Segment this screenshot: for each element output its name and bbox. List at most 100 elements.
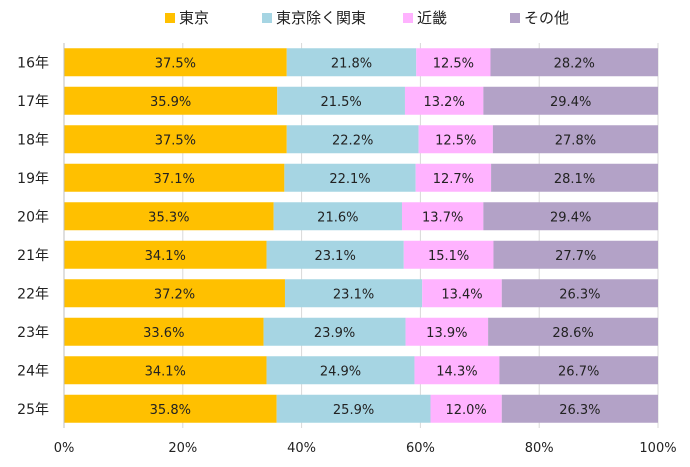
data-label: 21.8% bbox=[331, 56, 372, 71]
data-label: 27.7% bbox=[555, 249, 596, 264]
data-label: 21.6% bbox=[317, 210, 358, 225]
data-label: 34.1% bbox=[145, 364, 186, 379]
bar-segment bbox=[64, 394, 277, 423]
x-axis: 0% 20% 40% 60% 80% 100% bbox=[54, 441, 677, 456]
data-label: 23.1% bbox=[315, 249, 356, 264]
legend-swatch bbox=[165, 13, 175, 23]
bar-segment bbox=[403, 240, 494, 269]
legend: 東京 東京除く関東 近畿 その他 bbox=[165, 9, 569, 27]
y-tick-label: 25年 bbox=[17, 402, 49, 418]
bar-segment bbox=[266, 356, 415, 385]
bar-segment bbox=[276, 394, 431, 423]
bar-segment bbox=[273, 202, 402, 231]
data-label: 26.3% bbox=[559, 403, 600, 418]
legend-swatch bbox=[403, 13, 413, 23]
data-label: 37.2% bbox=[154, 287, 195, 302]
bar-segment bbox=[501, 394, 658, 423]
bar-segment bbox=[64, 125, 287, 154]
legend-swatch bbox=[262, 13, 272, 23]
data-label: 26.3% bbox=[559, 287, 600, 302]
bar-segment bbox=[422, 279, 502, 308]
bar-segment bbox=[405, 317, 489, 346]
y-tick-label: 16年 bbox=[17, 55, 49, 71]
x-tick-label: 20% bbox=[168, 441, 197, 456]
bar-segment bbox=[492, 125, 658, 154]
bar-segment bbox=[401, 202, 484, 231]
data-label: 35.8% bbox=[150, 403, 191, 418]
data-label: 28.2% bbox=[554, 56, 595, 71]
bar-segment bbox=[415, 163, 492, 192]
data-label: 27.8% bbox=[555, 133, 596, 148]
x-tick-label: 80% bbox=[525, 441, 554, 456]
data-label: 29.4% bbox=[550, 95, 591, 110]
data-label: 37.1% bbox=[154, 172, 195, 187]
data-label: 12.5% bbox=[433, 56, 474, 71]
bar-segment bbox=[404, 86, 484, 115]
y-tick-label: 17年 bbox=[17, 94, 49, 110]
data-label: 12.7% bbox=[433, 172, 474, 187]
data-label: 37.5% bbox=[155, 133, 196, 148]
legend-label: 東京 bbox=[179, 9, 209, 27]
data-label: 26.7% bbox=[558, 364, 599, 379]
legend-label: 東京除く関東 bbox=[276, 9, 366, 27]
bar-segment bbox=[501, 279, 658, 308]
data-label: 15.1% bbox=[428, 249, 469, 264]
legend-label: その他 bbox=[524, 9, 569, 27]
bar-segment bbox=[286, 125, 419, 154]
bar-segment bbox=[483, 86, 658, 115]
data-label: 23.1% bbox=[333, 287, 374, 302]
bar-segment bbox=[418, 125, 493, 154]
bar-segment bbox=[266, 240, 404, 269]
bars: 37.5% 21.8% 12.5% 28.2% 35.9% 21.5% 13.2% 29.4%… bbox=[64, 48, 658, 423]
data-label: 23.9% bbox=[314, 326, 355, 341]
data-label: 28.1% bbox=[554, 172, 595, 187]
data-label: 28.6% bbox=[552, 326, 593, 341]
bar-segment bbox=[493, 240, 658, 269]
data-label: 13.7% bbox=[422, 210, 463, 225]
bar-segment bbox=[491, 163, 658, 192]
data-label: 37.5% bbox=[155, 56, 196, 71]
x-tick-label: 40% bbox=[287, 441, 316, 456]
y-axis: 16年 17年 18年 19年 20年 21年 22年 23年 24年 25年 bbox=[17, 43, 65, 428]
bar-segment bbox=[284, 279, 423, 308]
bar-segment bbox=[499, 356, 658, 385]
x-tick-label: 60% bbox=[406, 441, 435, 456]
bar-segment bbox=[416, 48, 491, 77]
x-tick-label: 100% bbox=[639, 441, 676, 456]
y-tick-label: 19年 bbox=[17, 171, 49, 187]
y-tick-label: 21年 bbox=[17, 248, 49, 264]
bar-segment bbox=[483, 202, 658, 231]
bar-segment bbox=[286, 48, 417, 77]
bar-segment bbox=[64, 202, 274, 231]
x-tick-label: 0% bbox=[54, 441, 75, 456]
y-tick-label: 24年 bbox=[17, 363, 49, 379]
data-label: 35.3% bbox=[148, 210, 189, 225]
bar-segment bbox=[64, 240, 267, 269]
bar-segment bbox=[64, 279, 285, 308]
y-tick-label: 18年 bbox=[17, 132, 49, 148]
data-label: 12.0% bbox=[445, 403, 486, 418]
bar-segment bbox=[64, 163, 285, 192]
data-label: 13.9% bbox=[426, 326, 467, 341]
data-label: 24.9% bbox=[320, 364, 361, 379]
bar-segment bbox=[284, 163, 416, 192]
bar-segment bbox=[277, 86, 405, 115]
legend-swatch bbox=[510, 13, 520, 23]
data-label: 29.4% bbox=[550, 210, 591, 225]
bar-segment bbox=[263, 317, 406, 346]
data-label: 13.4% bbox=[441, 287, 482, 302]
data-label: 12.5% bbox=[435, 133, 476, 148]
data-label: 25.9% bbox=[333, 403, 374, 418]
y-tick-label: 20年 bbox=[17, 209, 49, 225]
data-label: 35.9% bbox=[150, 95, 191, 110]
bar-segment bbox=[64, 86, 278, 115]
data-label: 21.5% bbox=[320, 95, 361, 110]
data-label: 33.6% bbox=[143, 326, 184, 341]
y-tick-label: 22年 bbox=[17, 286, 49, 302]
y-tick-label: 23年 bbox=[17, 325, 49, 341]
bar-segment bbox=[64, 48, 287, 77]
legend-label: 近畿 bbox=[417, 9, 447, 27]
bar-segment bbox=[488, 317, 658, 346]
bar-segment bbox=[64, 356, 267, 385]
